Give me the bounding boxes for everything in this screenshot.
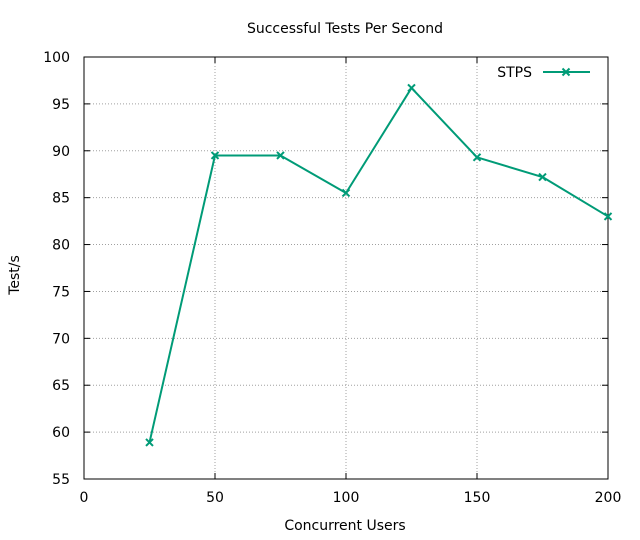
y-tick-label: 90 — [52, 144, 70, 160]
data-point — [145, 438, 154, 447]
x-tick-label: 100 — [333, 490, 360, 506]
y-tick-label: 75 — [52, 284, 70, 300]
data-point — [210, 151, 220, 160]
data-point — [538, 172, 547, 182]
x-tick-label: 200 — [595, 490, 622, 506]
y-tick-label: 70 — [52, 331, 70, 347]
legend-label: STPS — [497, 65, 532, 81]
series-line — [148, 86, 609, 443]
y-axis-label: Test/s — [7, 255, 23, 296]
data-point — [276, 151, 285, 160]
legend: STPS — [497, 65, 590, 81]
x-axis-label: Concurrent Users — [284, 518, 405, 534]
series-layer — [145, 83, 613, 447]
data-point — [472, 153, 482, 162]
data-point — [341, 188, 351, 198]
y-tick-label: 100 — [43, 50, 70, 66]
axis-ticks: 0 50 100 150 200 55 60 65 70 75 80 85 90 95 100 — [43, 50, 621, 506]
data-point — [603, 212, 613, 221]
chart-title: Successful Tests Per Second — [247, 21, 443, 37]
x-tick-label: 0 — [80, 490, 89, 506]
y-tick-label: 95 — [52, 97, 70, 113]
legend-marker — [561, 67, 571, 77]
y-tick-label: 85 — [52, 191, 70, 207]
y-tick-label: 65 — [52, 378, 70, 394]
grid — [84, 57, 608, 479]
y-tick-label: 80 — [52, 238, 70, 254]
x-tick-label: 150 — [464, 490, 491, 506]
y-tick-label: 55 — [52, 472, 70, 488]
data-point — [407, 83, 416, 93]
x-tick-label: 50 — [206, 490, 224, 506]
y-tick-label: 60 — [52, 425, 70, 441]
